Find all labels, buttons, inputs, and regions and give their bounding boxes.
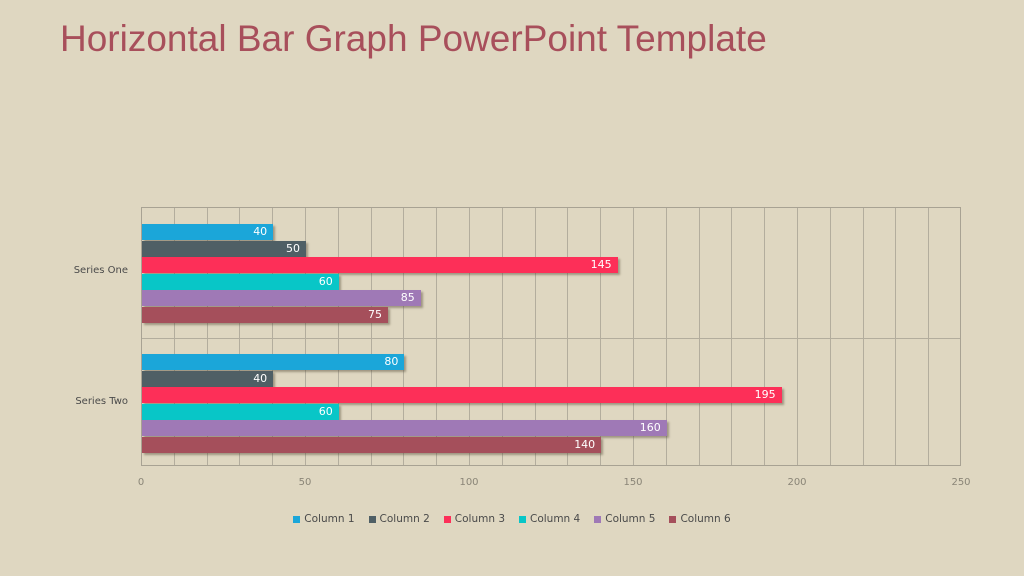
legend-label: Column 2 bbox=[379, 513, 430, 525]
bar[interactable]: 160 bbox=[142, 420, 667, 436]
x-tick-label: 0 bbox=[137, 477, 145, 488]
gridline-vertical bbox=[600, 208, 602, 465]
legend-item[interactable]: Column 5 bbox=[594, 513, 655, 525]
slide-title: Horizontal Bar Graph PowerPoint Template bbox=[60, 18, 767, 59]
gridline-vertical bbox=[829, 208, 831, 465]
bar-value-label: 140 bbox=[574, 437, 596, 451]
legend-swatch-icon bbox=[293, 515, 301, 523]
bar-value-label: 80 bbox=[384, 355, 399, 368]
gridline-vertical bbox=[272, 208, 274, 465]
gridline-vertical bbox=[698, 208, 700, 465]
legend-swatch-icon bbox=[443, 515, 451, 523]
x-tick-label: 50 bbox=[298, 477, 312, 488]
category-label-series-one: Series One bbox=[73, 265, 128, 276]
x-tick-label: 250 bbox=[951, 477, 971, 488]
gridline-vertical bbox=[862, 208, 864, 465]
bar-value-label: 145 bbox=[590, 258, 612, 271]
gridline-vertical bbox=[370, 208, 372, 465]
legend: Column 1 Column 2 Column 3 Column 4 Column 5… bbox=[0, 513, 1024, 525]
gridline-vertical bbox=[501, 208, 503, 465]
legend-item[interactable]: Column 3 bbox=[443, 513, 505, 525]
legend-swatch-icon bbox=[669, 515, 677, 523]
bar[interactable]: 40 bbox=[142, 370, 274, 387]
legend-swatch-icon bbox=[368, 515, 376, 523]
x-tick-label: 100 bbox=[459, 477, 479, 488]
bar-value-label: 195 bbox=[754, 388, 776, 401]
bar-value-label: 60 bbox=[318, 404, 333, 418]
gridline-horizontal bbox=[142, 337, 960, 339]
gridline-vertical bbox=[895, 208, 897, 465]
gridline-vertical bbox=[764, 208, 766, 465]
bar[interactable]: 140 bbox=[142, 436, 602, 453]
bar-value-label: 40 bbox=[253, 371, 268, 385]
legend-swatch-icon bbox=[519, 515, 526, 523]
category-label-series-two: Series Two bbox=[75, 396, 128, 407]
legend-label: Column 1 bbox=[304, 513, 355, 525]
gridline-vertical bbox=[206, 208, 208, 465]
bar[interactable]: 60 bbox=[142, 403, 339, 420]
bar-value-label: 85 bbox=[400, 291, 415, 304]
gridline-vertical bbox=[173, 208, 175, 465]
gridline-vertical bbox=[928, 208, 930, 465]
gridline-vertical bbox=[534, 208, 536, 465]
gridline-vertical bbox=[797, 208, 798, 465]
legend-label: Column 4 bbox=[530, 513, 581, 525]
bar[interactable]: 195 bbox=[142, 387, 782, 403]
gridline-vertical bbox=[665, 208, 667, 465]
bar[interactable]: 145 bbox=[142, 257, 618, 273]
x-tick-label: 200 bbox=[787, 477, 807, 488]
bar[interactable]: 60 bbox=[142, 273, 339, 290]
gridline-vertical bbox=[633, 208, 634, 465]
plot-area: 40 50 145 60 85 75 80 40 195 60 160 140 bbox=[141, 207, 961, 466]
bar-value-label: 60 bbox=[318, 274, 333, 288]
gridline-vertical bbox=[436, 208, 438, 465]
legend-label: Column 6 bbox=[680, 513, 731, 525]
bar[interactable]: 85 bbox=[142, 290, 421, 306]
bar-value-label: 40 bbox=[253, 225, 268, 238]
bar-value-label: 50 bbox=[286, 241, 300, 255]
gridline-vertical bbox=[403, 208, 405, 465]
bar[interactable]: 80 bbox=[142, 354, 405, 370]
x-tick-label: 150 bbox=[623, 477, 643, 488]
gridline-vertical bbox=[239, 208, 241, 465]
gridline-vertical bbox=[469, 208, 470, 465]
bar-value-label: 75 bbox=[368, 307, 382, 321]
legend-item[interactable]: Column 6 bbox=[669, 513, 731, 525]
legend-label: Column 3 bbox=[454, 513, 505, 525]
gridline-vertical bbox=[305, 208, 306, 465]
bar[interactable]: 75 bbox=[142, 306, 388, 323]
gridline-vertical bbox=[337, 208, 339, 465]
legend-item[interactable]: Column 1 bbox=[293, 513, 355, 525]
legend-label: Column 5 bbox=[605, 513, 656, 525]
bar-value-label: 160 bbox=[639, 421, 661, 434]
gridline-vertical bbox=[731, 208, 733, 465]
bar[interactable]: 50 bbox=[142, 240, 306, 257]
gridline-vertical bbox=[567, 208, 569, 465]
legend-item[interactable]: Column 4 bbox=[519, 513, 580, 525]
legend-item[interactable]: Column 2 bbox=[368, 513, 430, 525]
legend-swatch-icon bbox=[594, 515, 602, 523]
bar[interactable]: 40 bbox=[142, 224, 274, 240]
